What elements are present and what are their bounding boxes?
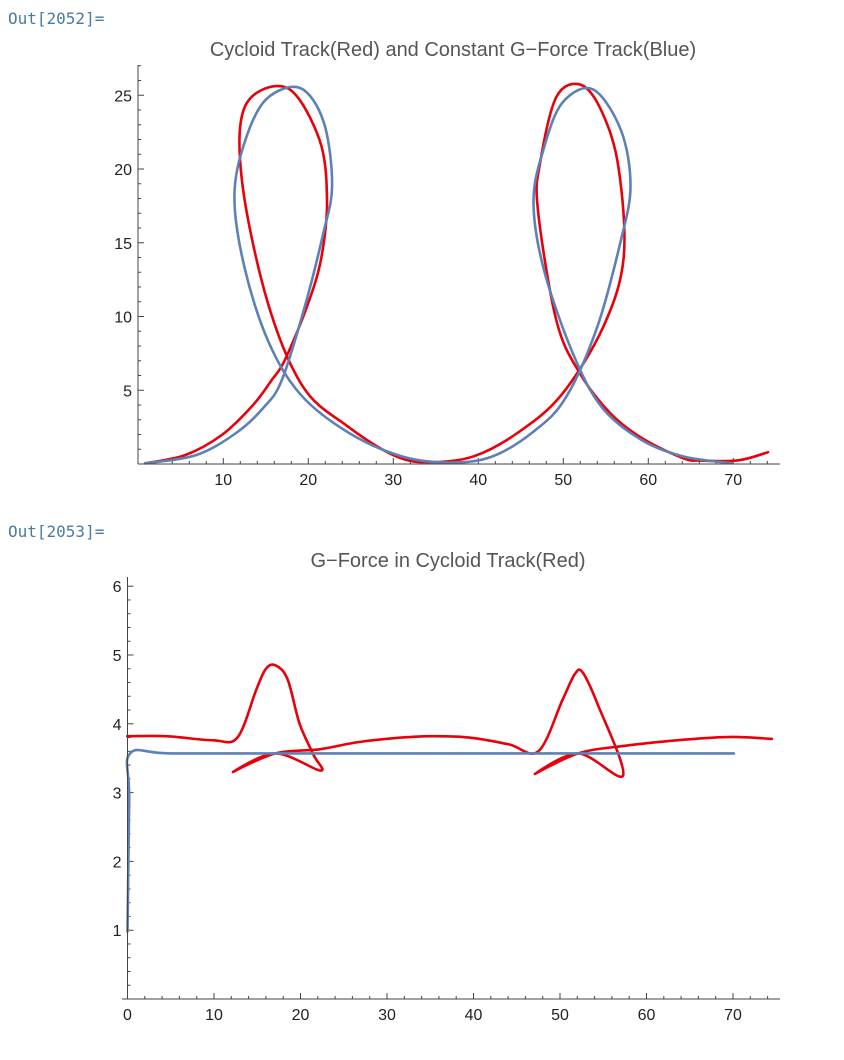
ticks-layer: 10 20 30 40 50 60 70 5 10 15 20 25 [114,65,768,489]
y-tick-label: 4 [113,717,122,734]
y-tick-label: 2 [113,854,122,871]
x-tick-label: 30 [384,472,402,489]
x-tick-label: 20 [292,1007,310,1024]
series-line-blue [143,85,734,465]
series-layer [125,663,774,933]
y-tick-label: 1 [113,923,122,940]
y-tick-label: 5 [123,383,132,400]
series-line-red [125,663,774,779]
x-tick-label: 40 [465,1007,483,1024]
output-label-2: Out[2053]= [8,522,105,541]
x-tick-label: 10 [214,472,232,489]
x-tick-label: 60 [639,472,657,489]
series-layer [143,82,770,465]
x-tick-label: 70 [724,1007,742,1024]
x-tick-label: 70 [724,472,742,489]
x-tick-label: 60 [638,1007,656,1024]
chart-title: Cycloid Track(Red) and Constant G−Force … [210,39,696,61]
y-tick-label: 15 [114,236,132,253]
y-tick-label: 20 [114,162,132,179]
chart-title: G−Force in Cycloid Track(Red) [310,550,585,572]
y-tick-label: 6 [113,579,122,596]
x-tick-label: 50 [554,472,572,489]
y-tick-label: 3 [113,786,122,803]
x-tick-label: 50 [551,1007,569,1024]
cycloid-track-chart: Cycloid Track(Red) and Constant G−Force … [114,39,780,489]
y-tick-label: 25 [114,88,132,105]
x-tick-label: 40 [469,472,487,489]
ticks-layer: 0 10 20 30 40 50 60 70 1 2 3 4 5 6 [113,579,769,1024]
y-tick-label: 5 [113,648,122,665]
output-label-1: Out[2052]= [8,9,105,28]
series-line-red [143,82,770,465]
x-tick-label: 20 [299,472,317,489]
y-tick-label: 10 [114,310,132,327]
x-tick-label: 30 [378,1007,396,1024]
series-line-blue [125,748,736,933]
g-force-chart: G−Force in Cycloid Track(Red) 0 10 20 30 40 5… [113,550,780,1024]
x-tick-label: 10 [205,1007,223,1024]
x-tick-label: 0 [123,1007,132,1024]
